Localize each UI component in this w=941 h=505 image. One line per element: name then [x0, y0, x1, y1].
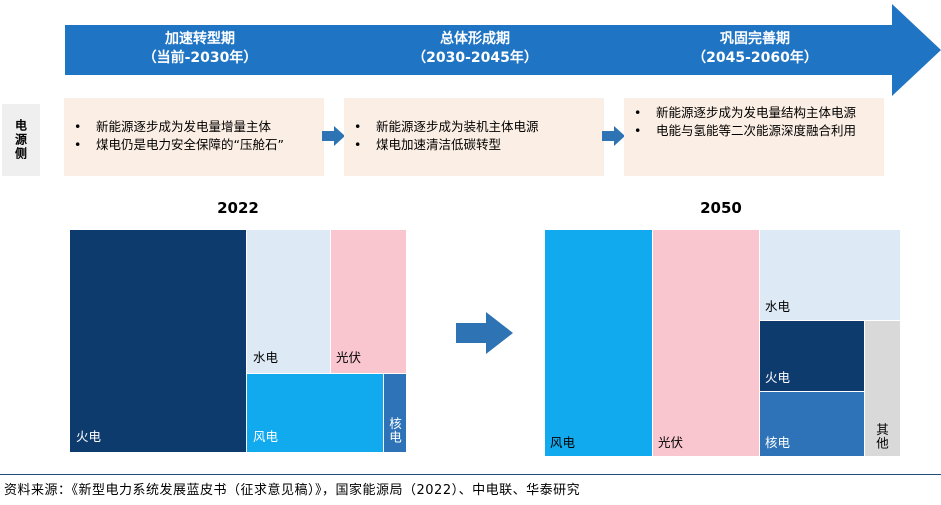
- phase-1: 加速转型期 （当前-2030年）: [80, 30, 320, 68]
- tile-2022-hydro-label: 水电: [253, 350, 279, 365]
- phase-2-period: （2030-2045年）: [412, 50, 538, 66]
- stage-2-bullet-1: 新能源逐步成为装机主体电源: [352, 118, 598, 136]
- stage-box-2: 新能源逐步成为装机主体电源 煤电加速清洁低碳转型: [344, 98, 604, 176]
- transition-arrow: [456, 312, 513, 354]
- tile-2022-solar-label: 光伏: [336, 350, 362, 365]
- tile-2050-hydro: 水电: [760, 230, 900, 320]
- tile-2022-thermal-label: 火电: [76, 429, 102, 444]
- chart-2022-title: 2022: [217, 199, 259, 217]
- tile-2022-hydro: 水电: [247, 230, 330, 373]
- tile-2050-other: 其他: [865, 321, 900, 456]
- tile-2022-nuclear-label: 核电: [387, 417, 402, 444]
- tile-2022-nuclear: 核电: [384, 374, 406, 452]
- phase-2-name: 总体形成期: [440, 31, 510, 47]
- tile-2050-thermal-label: 火电: [765, 370, 791, 385]
- tile-2050-solar: 光伏: [653, 230, 759, 456]
- phase-3-name: 巩固完善期: [720, 31, 790, 47]
- footer-divider: [0, 474, 941, 475]
- phase-2: 总体形成期 （2030-2045年）: [355, 30, 595, 68]
- tile-2022-thermal: 火电: [70, 230, 246, 452]
- tile-2022-wind: 风电: [247, 374, 383, 452]
- tile-2050-nuclear: 核电: [760, 392, 864, 456]
- stage-1-bullet-2: 煤电仍是电力安全保障的“压舱石”: [72, 136, 318, 154]
- stage-arrow-1: [322, 126, 345, 146]
- stage-box-1: 新能源逐步成为发电量增量主体 煤电仍是电力安全保障的“压舱石”: [64, 98, 324, 176]
- tile-2050-solar-label: 光伏: [658, 435, 684, 450]
- tile-2050-other-label: 其他: [874, 423, 889, 450]
- source-note: 资料来源：《新型电力系统发展蓝皮书（征求意见稿）》，国家能源局（2022）、中电…: [4, 483, 581, 498]
- tile-2022-solar: 光伏: [331, 230, 406, 373]
- timeline-banner-arrow: [65, 4, 941, 96]
- phase-3: 巩固完善期 （2045-2060年）: [635, 30, 875, 68]
- stage-1-bullet-1: 新能源逐步成为发电量增量主体: [72, 118, 318, 136]
- stage-box-3: 新能源逐步成为发电量结构主体电源 电能与氢能等二次能源深度融合利用: [624, 98, 884, 176]
- tile-2050-thermal: 火电: [760, 321, 864, 391]
- supply-side-label-box: 电源侧: [2, 104, 40, 176]
- stage-3-bullet-1: 新能源逐步成为发电量结构主体电源: [632, 104, 878, 122]
- stage-3-bullet-2: 电能与氢能等二次能源深度融合利用: [632, 122, 878, 140]
- tile-2050-nuclear-label: 核电: [765, 435, 791, 450]
- stage-arrow-2: [602, 126, 625, 146]
- phase-1-period: （当前-2030年）: [142, 50, 258, 66]
- tile-2022-wind-label: 风电: [253, 429, 279, 444]
- phase-1-name: 加速转型期: [165, 31, 235, 47]
- supply-side-label: 电源侧: [13, 119, 28, 161]
- tile-2050-wind: 风电: [545, 230, 652, 456]
- tile-2050-wind-label: 风电: [550, 435, 576, 450]
- chart-2050-title: 2050: [700, 199, 742, 217]
- tile-2050-hydro-label: 水电: [765, 299, 791, 314]
- phase-3-period: （2045-2060年）: [692, 50, 818, 66]
- stage-2-bullet-2: 煤电加速清洁低碳转型: [352, 136, 598, 154]
